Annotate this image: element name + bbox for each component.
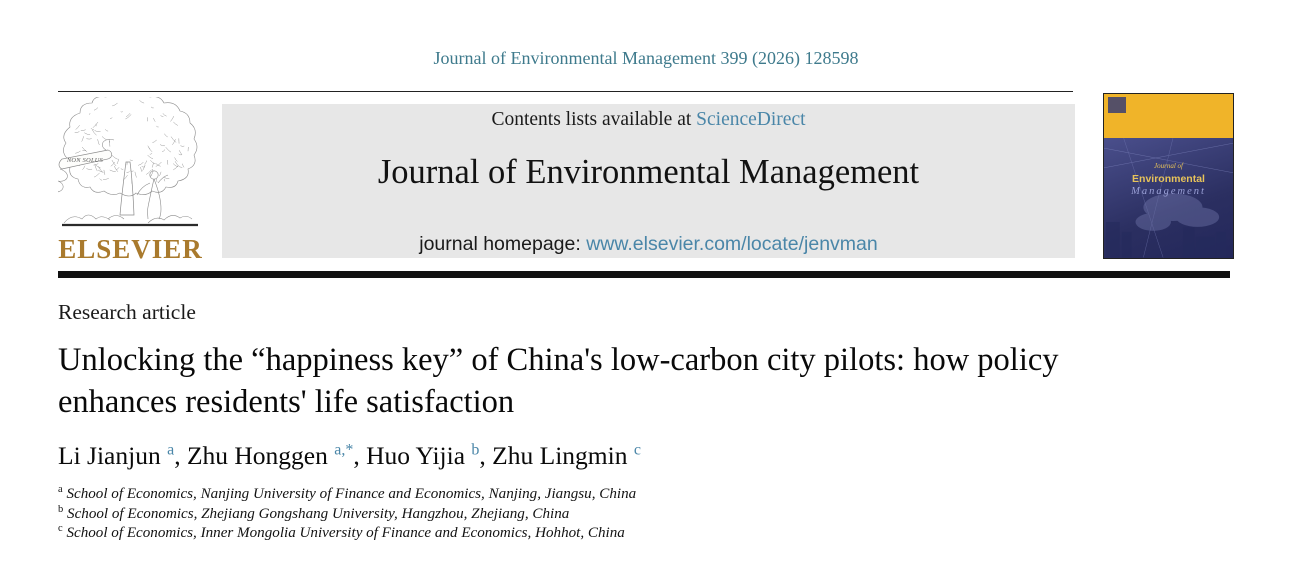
svg-text:NON SOLUS: NON SOLUS (66, 157, 104, 164)
